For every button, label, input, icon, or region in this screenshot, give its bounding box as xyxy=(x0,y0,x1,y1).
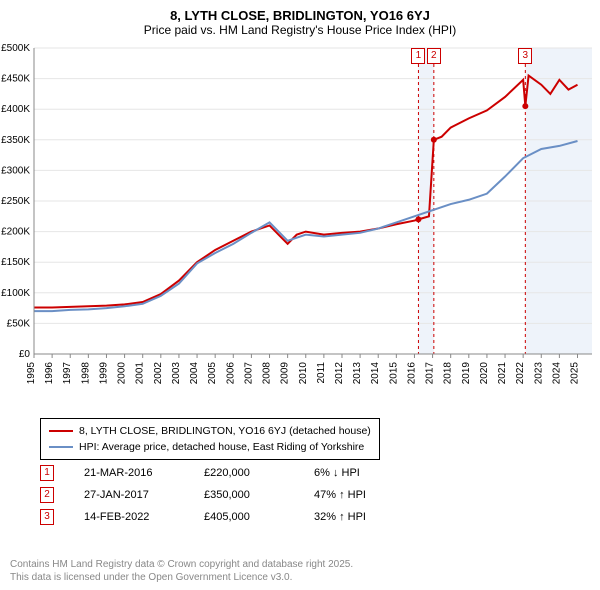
svg-text:£150K: £150K xyxy=(1,257,30,268)
sale-date: 27-JAN-2017 xyxy=(84,489,204,501)
svg-text:2007: 2007 xyxy=(243,362,254,385)
legend-label: 8, LYTH CLOSE, BRIDLINGTON, YO16 6YJ (de… xyxy=(79,425,371,437)
svg-text:2005: 2005 xyxy=(207,362,218,385)
chart-legend: 8, LYTH CLOSE, BRIDLINGTON, YO16 6YJ (de… xyxy=(40,418,380,460)
svg-text:£0: £0 xyxy=(19,349,31,360)
svg-text:£450K: £450K xyxy=(1,74,30,85)
svg-text:2000: 2000 xyxy=(117,362,128,385)
svg-text:£300K: £300K xyxy=(1,165,30,176)
sale-marker-box: 2 xyxy=(40,487,54,503)
chart-marker-2: 2 xyxy=(427,48,441,64)
svg-text:2004: 2004 xyxy=(189,362,200,385)
svg-text:£500K: £500K xyxy=(1,44,30,54)
svg-text:2021: 2021 xyxy=(497,362,508,385)
chart-svg: £0 £50K £100K £150K £200K £250K £300K £350K £400… xyxy=(0,44,600,404)
svg-text:2024: 2024 xyxy=(551,362,562,385)
svg-text:£50K: £50K xyxy=(7,318,31,329)
sale-price: £405,000 xyxy=(204,511,314,523)
sale-delta: 32% ↑ HPI xyxy=(314,511,404,523)
footer-line1: Contains HM Land Registry data © Crown c… xyxy=(10,558,353,571)
svg-text:2020: 2020 xyxy=(479,362,490,385)
legend-swatch xyxy=(49,446,73,448)
svg-text:1997: 1997 xyxy=(62,362,73,385)
svg-text:2003: 2003 xyxy=(171,362,182,385)
svg-text:£400K: £400K xyxy=(1,104,30,115)
footer-attribution: Contains HM Land Registry data © Crown c… xyxy=(10,558,353,584)
sale-price: £350,000 xyxy=(204,489,314,501)
svg-text:2013: 2013 xyxy=(352,362,363,385)
sale-row: 3 14-FEB-2022£405,00032% ↑ HPI xyxy=(40,506,404,528)
sale-date: 21-MAR-2016 xyxy=(84,467,204,479)
footer-line2: This data is licensed under the Open Gov… xyxy=(10,571,353,584)
svg-text:1999: 1999 xyxy=(98,362,109,385)
chart-marker-3: 3 xyxy=(518,48,532,64)
legend-item: HPI: Average price, detached house, East… xyxy=(49,439,371,455)
sale-row: 2 27-JAN-2017£350,00047% ↑ HPI xyxy=(40,484,404,506)
svg-text:£250K: £250K xyxy=(1,196,30,207)
svg-text:2016: 2016 xyxy=(406,362,417,385)
svg-text:1998: 1998 xyxy=(80,362,91,385)
svg-text:2023: 2023 xyxy=(533,362,544,385)
legend-swatch xyxy=(49,430,73,432)
sale-price: £220,000 xyxy=(204,467,314,479)
svg-text:2001: 2001 xyxy=(135,362,146,385)
svg-text:2012: 2012 xyxy=(334,362,345,385)
page-subtitle: Price paid vs. HM Land Registry's House … xyxy=(0,23,600,37)
sale-marker-box: 1 xyxy=(40,465,54,481)
sale-marker-box: 3 xyxy=(40,509,54,525)
svg-text:2002: 2002 xyxy=(153,362,164,385)
svg-text:2017: 2017 xyxy=(425,362,436,385)
chart-marker-1: 1 xyxy=(411,48,425,64)
svg-text:2015: 2015 xyxy=(388,362,399,385)
title-block: 8, LYTH CLOSE, BRIDLINGTON, YO16 6YJ Pri… xyxy=(0,0,600,37)
sale-delta: 47% ↑ HPI xyxy=(314,489,404,501)
legend-label: HPI: Average price, detached house, East… xyxy=(79,441,364,453)
svg-text:2018: 2018 xyxy=(443,362,454,385)
sales-table: 1 21-MAR-2016£220,0006% ↓ HPI 2 27-JAN-2017… xyxy=(40,462,404,528)
sale-delta: 6% ↓ HPI xyxy=(314,467,404,479)
sale-date: 14-FEB-2022 xyxy=(84,511,204,523)
svg-text:2014: 2014 xyxy=(370,362,381,385)
svg-text:2009: 2009 xyxy=(280,362,291,385)
svg-text:2006: 2006 xyxy=(225,362,236,385)
svg-text:£200K: £200K xyxy=(1,227,30,238)
svg-text:2019: 2019 xyxy=(461,362,472,385)
svg-text:1996: 1996 xyxy=(44,362,55,385)
svg-text:£100K: £100K xyxy=(1,288,30,299)
svg-text:2025: 2025 xyxy=(570,362,581,385)
svg-text:2008: 2008 xyxy=(262,362,273,385)
svg-text:2022: 2022 xyxy=(515,362,526,385)
price-chart: £0 £50K £100K £150K £200K £250K £300K £350K £400… xyxy=(0,44,600,404)
page-title: 8, LYTH CLOSE, BRIDLINGTON, YO16 6YJ xyxy=(0,8,600,23)
svg-text:2011: 2011 xyxy=(316,362,327,384)
sale-row: 1 21-MAR-2016£220,0006% ↓ HPI xyxy=(40,462,404,484)
legend-item: 8, LYTH CLOSE, BRIDLINGTON, YO16 6YJ (de… xyxy=(49,423,371,439)
svg-text:1995: 1995 xyxy=(26,362,37,385)
svg-text:£350K: £350K xyxy=(1,135,30,146)
svg-text:2010: 2010 xyxy=(298,362,309,385)
